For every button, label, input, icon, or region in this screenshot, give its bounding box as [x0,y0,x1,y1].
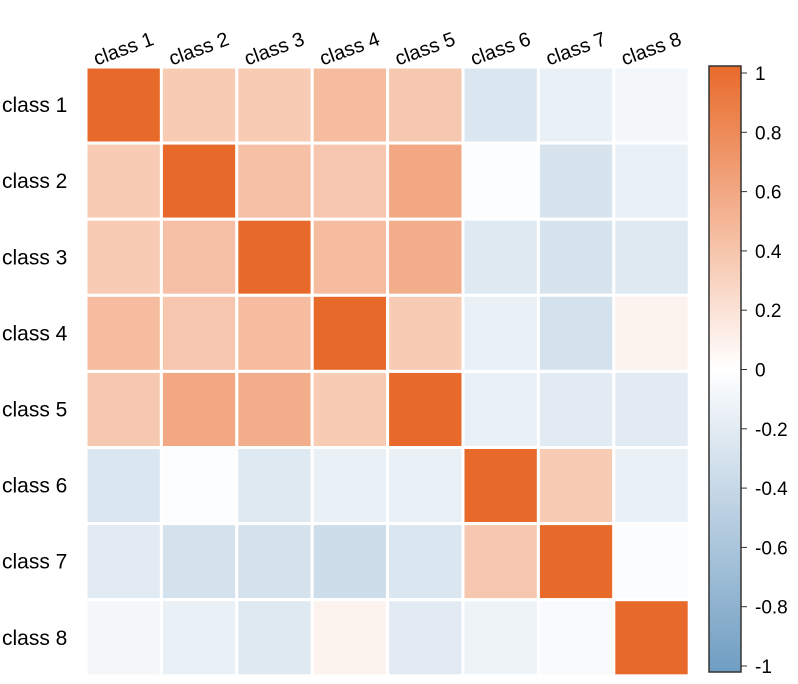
colorbar-tick-label: -0.2 [755,420,788,441]
x-tick-label: class 3 [241,28,307,70]
heatmap-cell [461,369,540,449]
colorbar [708,65,742,673]
heatmap-cell [159,65,239,145]
heatmap-cell [310,446,390,526]
x-tick-label: class 1 [91,28,157,70]
heatmap-cell [235,217,314,297]
heatmap-cell [310,65,390,145]
y-tick-label: class 5 [2,398,67,421]
heatmap-cell [536,446,616,526]
colorbar-tick-label: 0.4 [755,242,782,263]
heatmap-cell [159,141,239,221]
heatmap-cell [235,598,314,678]
y-tick-label: class 3 [2,246,67,269]
heatmap-cell [386,293,465,373]
y-tick-label: class 7 [2,551,67,574]
heatmap-cell [84,141,163,221]
heatmap-cell [536,217,616,297]
heatmap-cell [612,293,691,373]
heatmap-cell [159,446,239,526]
heatmap-cell [461,522,540,602]
heatmap-cell [386,369,465,449]
colorbar-tick-label: 0 [755,361,766,382]
heatmap-cell [159,217,239,297]
y-axis-labels: class 1 class 2 class 3 class 4 class 5 class… [2,94,68,650]
heatmap-cell [310,217,390,297]
x-axis-labels: class 1 class 2 class 3 class 4 class 5 class… [91,28,685,70]
y-tick-label: class 8 [2,627,67,650]
heatmap-cell [612,65,691,145]
colorbar-tick-label: 0.2 [755,301,781,322]
heatmap-cell [310,369,390,449]
heatmap-cell [461,446,540,526]
x-tick-label: class 4 [317,28,383,70]
colorbar-tick-label: -1 [755,657,772,678]
colorbar-tick-label: 1 [755,64,766,85]
heatmap-cell [159,293,239,373]
heatmap-cell [84,217,163,297]
heatmap-cell [386,217,465,297]
heatmap-cell [84,65,163,145]
heatmap-cell [386,65,465,145]
heatmap-cell [84,369,163,449]
heatmap-cell [461,65,540,145]
heatmap-cell [461,217,540,297]
heatmap-cell [235,369,314,449]
heatmap-cell [386,141,465,221]
heatmap-cell [159,598,239,678]
colorbar-ticks: 1 0.8 0.6 0.4 0.2 0 -0.2 -0.4 -0.6 -0.8 -1 [741,64,788,678]
heatmap-cell [536,65,616,145]
x-tick-label: class 2 [166,28,232,70]
heatmap-cell [159,369,239,449]
heatmap-cell [536,598,616,678]
heatmap-cell [84,598,163,678]
heatmap-cell [612,141,691,221]
heatmap-cell [235,141,314,221]
colorbar-tick-label: 0.6 [755,183,781,204]
x-tick-label: class 6 [468,28,534,70]
heatmap-cell [612,369,691,449]
heatmap-cell [386,598,465,678]
heatmap-cell [84,293,163,373]
heatmap-cell [84,522,163,602]
heatmap-cell [536,141,616,221]
heatmap-cell [310,141,390,221]
colorbar-tick-label: -0.8 [755,598,788,619]
heatmap-cell [536,369,616,449]
heatmap-cell [461,141,540,221]
heatmap-cell [612,522,691,602]
heatmap-cell [386,522,465,602]
heatmap-cell [461,293,540,373]
heatmap-cell [235,293,314,373]
colorbar-tick-label: -0.4 [755,479,788,500]
x-tick-label: class 5 [392,28,458,70]
x-tick-label: class 8 [618,28,684,70]
heatmap-cell [84,446,163,526]
heatmap-cell [461,598,540,678]
heatmap-cell [612,598,691,678]
x-tick-label: class 7 [543,28,609,70]
heatmap-cell [612,446,691,526]
heatmap-cell [536,293,616,373]
heatmap-cell [235,65,314,145]
colorbar-gradient [708,65,742,673]
heatmap-cell [235,446,314,526]
heatmap-cell [159,522,239,602]
heatmap-cells [84,65,691,678]
heatmap-cell [386,446,465,526]
y-tick-label: class 6 [2,475,67,498]
heatmap-cell [536,522,616,602]
y-tick-label: class 2 [2,170,67,193]
heatmap-cell [612,217,691,297]
y-tick-label: class 4 [2,322,68,345]
y-tick-label: class 1 [2,94,67,117]
heatmap-cell [235,522,314,602]
heatmap-cell [310,598,390,678]
heatmap-cell [310,293,390,373]
colorbar-tick-label: -0.6 [755,538,788,559]
heatmap-cell [310,522,390,602]
colorbar-tick-label: 0.8 [755,123,781,144]
